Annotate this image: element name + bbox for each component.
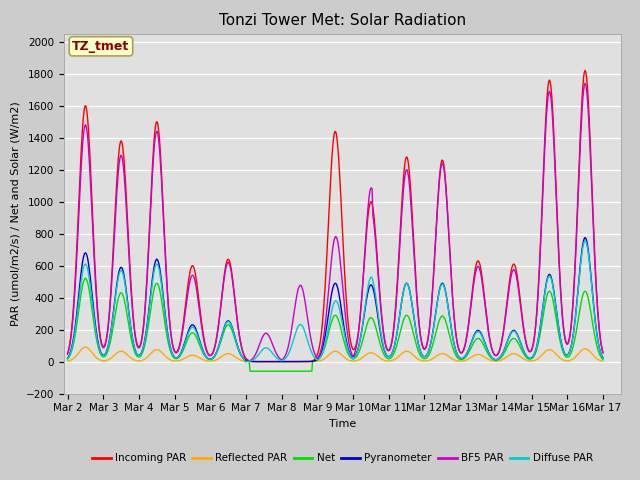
Title: Tonzi Tower Met: Solar Radiation: Tonzi Tower Met: Solar Radiation [219,13,466,28]
X-axis label: Time: Time [329,419,356,429]
Y-axis label: PAR (umol/m2/s) / Net and Solar (W/m2): PAR (umol/m2/s) / Net and Solar (W/m2) [10,101,20,326]
Text: TZ_tmet: TZ_tmet [72,40,130,53]
Legend: Incoming PAR, Reflected PAR, Net, Pyranometer, BF5 PAR, Diffuse PAR: Incoming PAR, Reflected PAR, Net, Pyrano… [88,449,597,468]
